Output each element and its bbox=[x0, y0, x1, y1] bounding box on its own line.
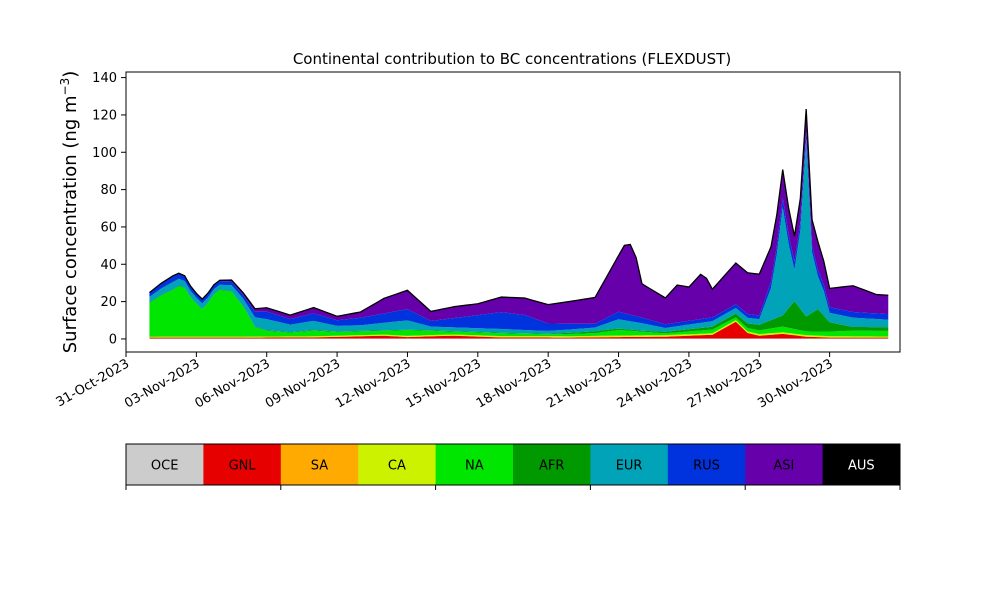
y-tick-label: 80 bbox=[100, 183, 117, 198]
legend-label-na: NA bbox=[465, 459, 484, 474]
legend-swatch-sa bbox=[280, 444, 359, 485]
x-tick-label: 30-Nov-2023 bbox=[755, 356, 835, 411]
x-tick-label: 09-Nov-2023 bbox=[263, 356, 343, 411]
x-tick-label: 31-Oct-2023 bbox=[54, 356, 132, 410]
legend-swatch-oce bbox=[126, 444, 204, 485]
legend-label-aus: AUS bbox=[848, 459, 875, 474]
legend-label-ca: CA bbox=[388, 459, 406, 474]
legend-label-gnl: GNL bbox=[229, 459, 257, 474]
y-tick-label: 0 bbox=[109, 332, 117, 347]
chart-title: Continental contribution to BC concentra… bbox=[293, 50, 731, 68]
area-na bbox=[149, 286, 889, 337]
y-axis-label: Surface concentration (ng m−3) bbox=[58, 71, 81, 354]
legend-label-asi: ASI bbox=[773, 459, 794, 474]
y-tick-label: 40 bbox=[100, 258, 117, 273]
total-concentration-line bbox=[149, 109, 889, 317]
plot-area: 0 20 40 60 80 100 120 140 31-Oct-202303-Nov-202… bbox=[54, 71, 901, 411]
legend-label-eur: EUR bbox=[616, 459, 643, 474]
x-tick-label: 03-Nov-2023 bbox=[122, 356, 202, 411]
x-tick-label: 27-Nov-2023 bbox=[685, 356, 765, 411]
legend-swatch-ca bbox=[358, 444, 437, 485]
stacked-area-layers bbox=[149, 109, 889, 339]
legend-swatch-rus bbox=[667, 444, 746, 485]
x-tick-label: 18-Nov-2023 bbox=[474, 356, 554, 411]
x-axis-ticks: 31-Oct-202303-Nov-202306-Nov-202309-Nov-… bbox=[54, 352, 836, 411]
legend-swatch-eur bbox=[590, 444, 669, 485]
x-tick-label: 15-Nov-2023 bbox=[404, 356, 484, 411]
x-tick-label: 24-Nov-2023 bbox=[615, 356, 695, 411]
legend-label-rus: RUS bbox=[693, 459, 720, 474]
area-afr bbox=[149, 285, 889, 335]
legend-swatch-afr bbox=[513, 444, 591, 485]
x-tick-label: 12-Nov-2023 bbox=[333, 356, 413, 411]
legend-label-oce: OCE bbox=[151, 459, 179, 474]
legend-swatch-gnl bbox=[203, 444, 282, 485]
region-colorbar-legend: OCE GNL SA CA NA AFR EUR RUS ASI AUS bbox=[125, 443, 901, 490]
legend-swatch-asi bbox=[745, 444, 824, 485]
x-tick-label: 21-Nov-2023 bbox=[544, 356, 624, 411]
legend-swatch-na bbox=[435, 444, 514, 485]
y-tick-label: 100 bbox=[92, 146, 117, 161]
y-tick-label: 20 bbox=[100, 295, 117, 310]
legend-swatch-aus bbox=[822, 444, 901, 485]
legend-label-afr: AFR bbox=[539, 459, 564, 474]
y-axis-ticks: 0 20 40 60 80 100 120 140 bbox=[92, 71, 126, 347]
x-tick-label: 06-Nov-2023 bbox=[192, 356, 272, 411]
area-gnl bbox=[149, 321, 889, 339]
area-ca bbox=[149, 320, 889, 338]
legend-frame bbox=[125, 443, 901, 486]
y-tick-label: 140 bbox=[92, 71, 117, 86]
legend-label-sa: SA bbox=[311, 459, 328, 474]
y-tick-label: 60 bbox=[100, 220, 117, 235]
y-tick-label: 120 bbox=[92, 108, 117, 123]
plot-frame bbox=[125, 71, 901, 353]
